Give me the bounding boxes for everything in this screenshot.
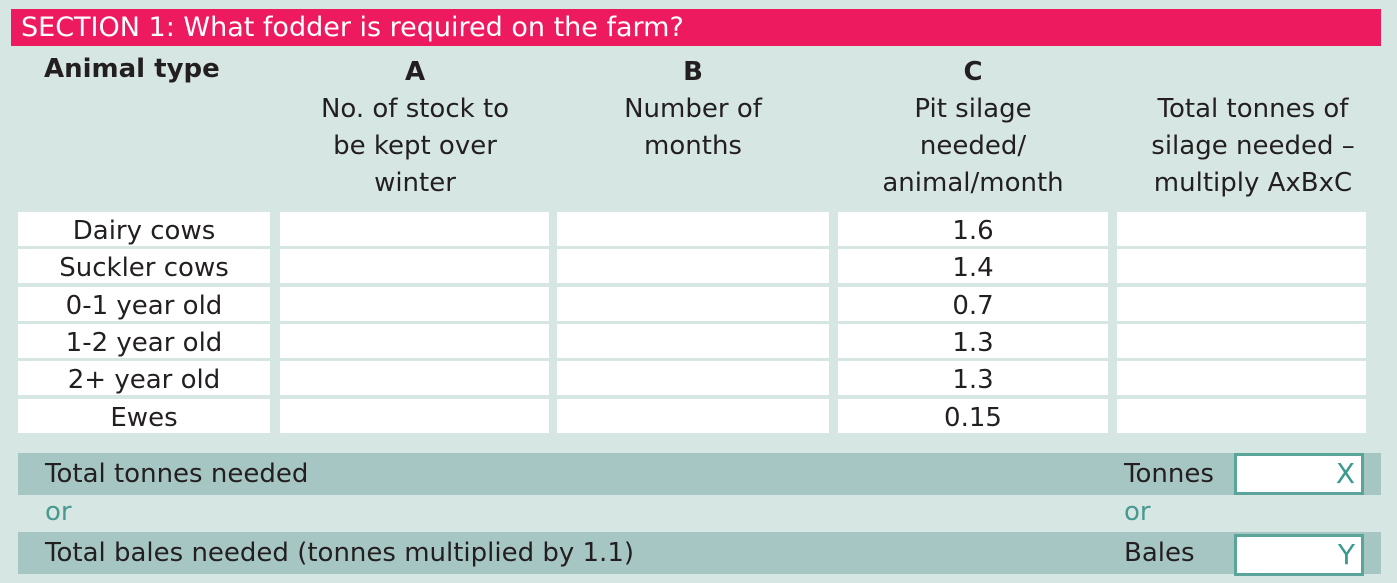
column-c-line: needed/ (919, 131, 1027, 161)
row-label-0-1-year-old: 0-1 year old (18, 287, 270, 321)
silage-rate: 0.7 (838, 287, 1108, 321)
column-a-line: No. of stock to (320, 94, 510, 124)
row-label-suckler-cows: Suckler cows (18, 249, 270, 283)
column-c-header: C Pit silage needed/ animal/month (838, 54, 1108, 202)
column-b-header: B Number of months (557, 54, 829, 165)
total-tonnes-answer-box[interactable]: X (1234, 453, 1364, 495)
column-b-line: Number of (624, 94, 762, 124)
stock-input[interactable] (280, 212, 549, 246)
row-label-2-plus-year-old: 2+ year old (18, 361, 270, 395)
column-c-letter: C (963, 57, 983, 87)
row-label-dairy-cows: Dairy cows (18, 212, 270, 246)
months-input[interactable] (557, 361, 829, 395)
column-d-line: silage needed – (1151, 131, 1355, 161)
total-tonnes-input[interactable] (1117, 287, 1366, 321)
months-input[interactable] (557, 399, 829, 433)
column-b-line: months (644, 131, 742, 161)
silage-rate: 1.4 (838, 249, 1108, 283)
silage-rate: 1.3 (838, 361, 1108, 395)
silage-rate: 1.3 (838, 324, 1108, 358)
total-tonnes-input[interactable] (1117, 361, 1366, 395)
stock-input[interactable] (280, 399, 549, 433)
total-tonnes-input[interactable] (1117, 324, 1366, 358)
column-a-line: be kept over (333, 131, 497, 161)
column-a-line: winter (374, 168, 456, 198)
stock-input[interactable] (280, 287, 549, 321)
row-label-1-2-year-old: 1-2 year old (18, 324, 270, 358)
stock-input[interactable] (280, 361, 549, 395)
column-b-letter: B (683, 57, 703, 87)
animal-type-header: Animal type (44, 54, 220, 84)
silage-rate: 0.15 (838, 399, 1108, 433)
or-label: or (1124, 497, 1151, 527)
stock-input[interactable] (280, 249, 549, 283)
bales-unit-label: Bales (1124, 538, 1195, 568)
total-bales-band (18, 532, 1381, 574)
total-tonnes-input[interactable] (1117, 399, 1366, 433)
column-a-letter: A (404, 57, 426, 87)
total-tonnes-label: Total tonnes needed (45, 459, 309, 489)
tonnes-unit-label: Tonnes (1124, 459, 1214, 489)
column-d-line: multiply AxBxC (1153, 168, 1353, 198)
column-a-header: A No. of stock to be kept over winter (280, 54, 550, 202)
total-bales-answer-box[interactable]: Y (1234, 534, 1364, 576)
months-input[interactable] (557, 287, 829, 321)
stock-input[interactable] (280, 324, 549, 358)
column-d-line: Total tonnes of (1157, 94, 1349, 124)
months-input[interactable] (557, 212, 829, 246)
column-d-header: Total tonnes of silage needed – multiply… (1117, 91, 1389, 202)
or-label: or (45, 497, 72, 527)
total-tonnes-band (18, 453, 1381, 495)
column-c-line: animal/month (882, 168, 1064, 198)
months-input[interactable] (557, 249, 829, 283)
row-label-ewes: Ewes (18, 399, 270, 433)
months-input[interactable] (557, 324, 829, 358)
section-title: SECTION 1: What fodder is required on th… (11, 9, 1381, 46)
column-c-line: Pit silage (914, 94, 1032, 124)
total-bales-label: Total bales needed (tonnes multiplied by… (45, 538, 635, 568)
total-tonnes-input[interactable] (1117, 249, 1366, 283)
silage-rate: 1.6 (838, 212, 1108, 246)
total-tonnes-input[interactable] (1117, 212, 1366, 246)
